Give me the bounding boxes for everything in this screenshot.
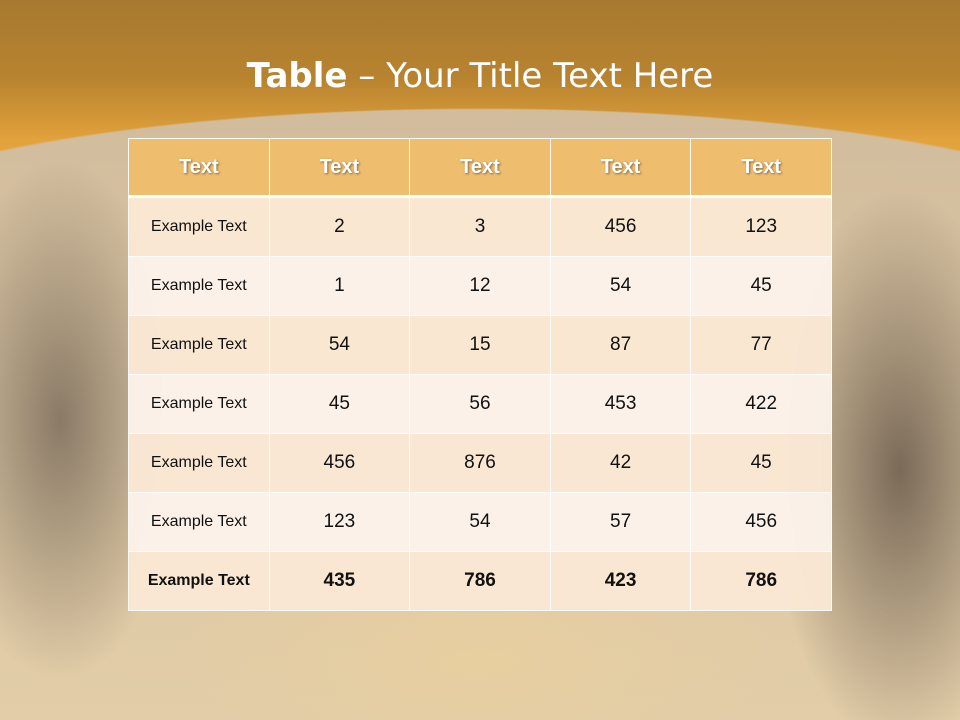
table-cell: 42	[549, 433, 692, 493]
table-cell: 2	[268, 196, 411, 257]
table-cell: 54	[409, 492, 551, 552]
column-header: Text	[690, 138, 832, 198]
row-label: Example Text	[128, 374, 270, 434]
table-cell: 786	[690, 551, 832, 611]
table-cell: 423	[549, 551, 692, 611]
column-header: Text	[409, 138, 551, 198]
slide-title: Table – Your Title Text Here	[0, 56, 960, 96]
table-cell: 57	[549, 492, 692, 552]
table-cell: 45	[268, 374, 411, 434]
table-cell: 45	[690, 256, 832, 316]
table-cell: 54	[549, 256, 692, 316]
table-cell: 456	[268, 433, 411, 493]
table-cell: 56	[409, 374, 551, 434]
table-cell: 45	[690, 433, 832, 493]
table-row: Example Text 456 876 42 45	[128, 433, 832, 493]
column-header: Text	[128, 138, 270, 198]
row-label: Example Text	[128, 433, 270, 493]
table-cell: 15	[409, 315, 551, 375]
table-cell: 123	[268, 492, 411, 552]
table-cell: 12	[409, 256, 551, 316]
row-label: Example Text	[128, 256, 270, 316]
table-cell: 456	[549, 196, 692, 257]
table-cell: 456	[690, 492, 832, 552]
title-rest: – Your Title Text Here	[347, 56, 714, 96]
row-label: Example Text	[128, 315, 270, 375]
table-cell: 786	[409, 551, 551, 611]
data-table: Text Text Text Text Text Example Text 2 3 456 12…	[128, 138, 832, 611]
table-cell: 123	[690, 196, 832, 257]
header-row: Text Text Text Text Text	[128, 138, 832, 198]
column-header: Text	[268, 138, 411, 198]
table-row: Example Text 54 15 87 77	[128, 315, 832, 375]
table-cell: 77	[690, 315, 832, 375]
table-cell: 3	[409, 196, 551, 257]
total-row: Example Text 435 786 423 786	[128, 551, 832, 611]
column-header: Text	[549, 138, 692, 198]
table-cell: 876	[409, 433, 551, 493]
table-cell: 1	[268, 256, 411, 316]
table-row: Example Text 123 54 57 456	[128, 492, 832, 552]
title-bold: Table	[246, 56, 348, 96]
row-label: Example Text	[128, 551, 270, 611]
row-label: Example Text	[128, 492, 270, 552]
table-cell: 54	[268, 315, 411, 375]
table-cell: 422	[690, 374, 832, 434]
table-cell: 453	[549, 374, 692, 434]
table-row: Example Text 1 12 54 45	[128, 256, 832, 316]
table-row: Example Text 2 3 456 123	[128, 196, 832, 257]
table-cell: 87	[549, 315, 692, 375]
row-label: Example Text	[128, 196, 270, 257]
table-row: Example Text 45 56 453 422	[128, 374, 832, 434]
table-cell: 435	[268, 551, 411, 611]
